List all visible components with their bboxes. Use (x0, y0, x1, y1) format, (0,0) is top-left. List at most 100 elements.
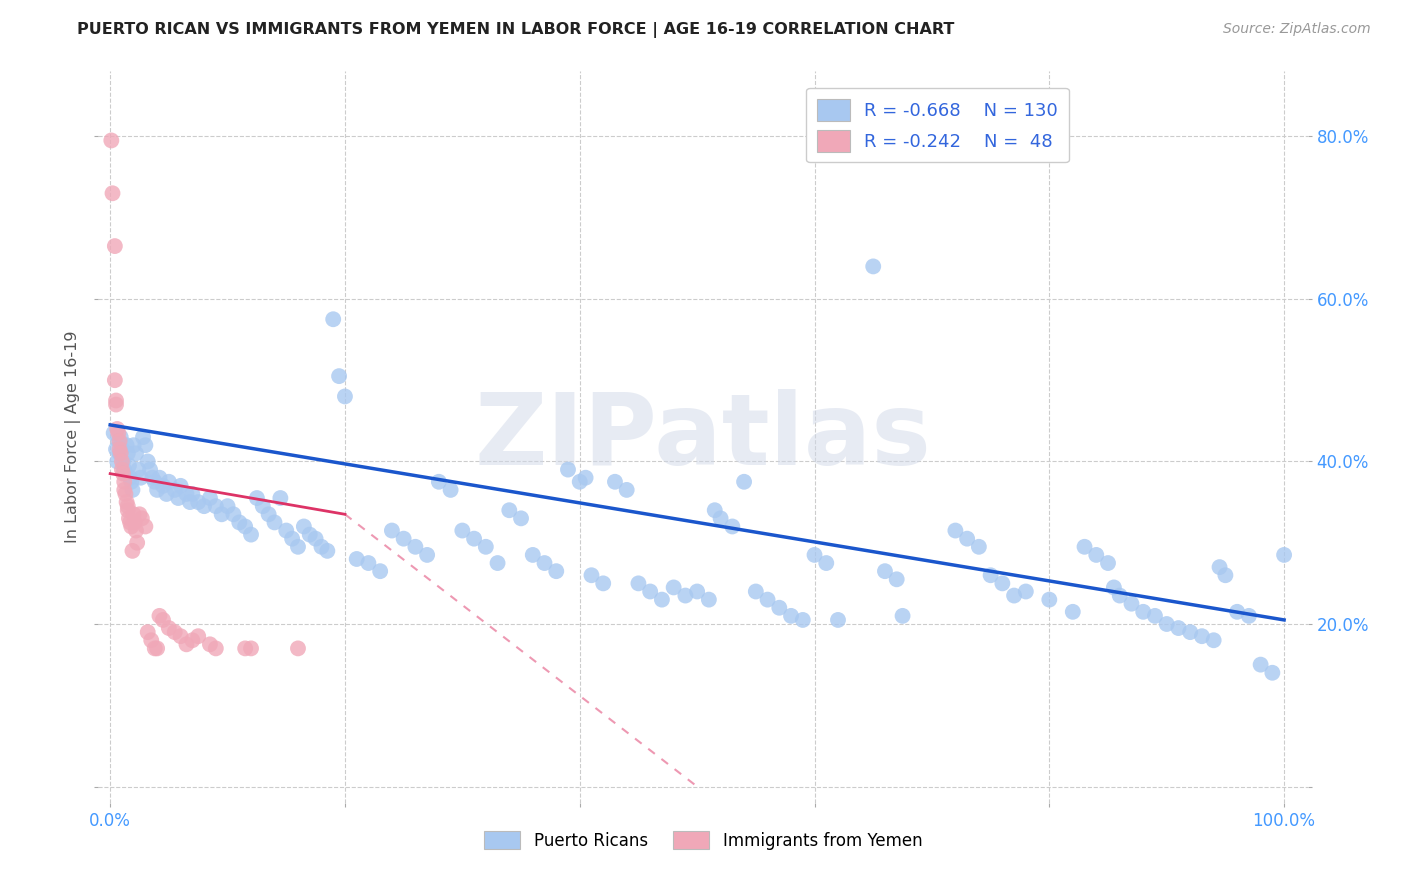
Point (638, 584, 661, 599)
Point (148, 608, 170, 623)
Point (1250, 657, 1272, 672)
Point (157, 621, 180, 635)
Point (143, 475, 166, 489)
Point (112, 454, 135, 468)
Point (522, 548, 544, 562)
Point (222, 508, 245, 522)
Point (120, 475, 142, 489)
Point (152, 613, 174, 627)
Point (204, 641, 226, 656)
Point (217, 499, 239, 513)
Point (533, 556, 555, 570)
Point (111, 462, 134, 476)
Point (686, 584, 709, 599)
Point (1191, 629, 1213, 643)
Point (575, 471, 598, 485)
Point (108, 434, 131, 449)
Point (891, 608, 914, 623)
Point (304, 532, 326, 546)
Point (276, 524, 298, 538)
Legend: Puerto Ricans, Immigrants from Yemen: Puerto Ricans, Immigrants from Yemen (477, 824, 929, 856)
Point (157, 475, 180, 489)
Point (346, 552, 368, 566)
Point (1038, 592, 1060, 607)
Point (141, 471, 163, 485)
Point (510, 511, 533, 525)
Point (129, 471, 152, 485)
Point (110, 430, 132, 444)
Point (111, 442, 134, 457)
Point (281, 532, 304, 546)
Point (815, 556, 838, 570)
Point (105, 422, 128, 436)
Point (143, 641, 166, 656)
Point (616, 483, 638, 497)
Point (1108, 589, 1130, 603)
Point (198, 491, 221, 505)
Point (1208, 560, 1230, 574)
Point (131, 511, 153, 525)
Point (118, 511, 141, 525)
Point (697, 592, 720, 607)
Point (105, 393, 128, 408)
Point (152, 479, 174, 493)
Point (710, 511, 733, 525)
Point (105, 454, 128, 468)
Point (198, 637, 221, 651)
Point (1180, 625, 1202, 640)
Point (1143, 608, 1166, 623)
Point (176, 487, 198, 501)
Point (127, 462, 149, 476)
Point (1237, 608, 1260, 623)
Point (115, 495, 138, 509)
Point (768, 600, 790, 615)
Point (120, 471, 142, 485)
Point (1102, 581, 1125, 595)
Point (187, 495, 209, 509)
Point (120, 516, 142, 530)
Point (1062, 605, 1084, 619)
Point (416, 548, 439, 562)
Point (357, 556, 380, 570)
Point (155, 487, 177, 501)
Point (132, 430, 155, 444)
Point (125, 446, 148, 460)
Point (792, 613, 814, 627)
Point (121, 483, 143, 497)
Point (136, 454, 159, 468)
Point (169, 479, 191, 493)
Point (124, 516, 146, 530)
Point (568, 475, 591, 489)
Point (122, 508, 145, 522)
Point (886, 572, 908, 586)
Point (148, 471, 170, 485)
Point (181, 487, 204, 501)
Point (146, 483, 169, 497)
Point (103, 425, 125, 440)
Point (167, 491, 190, 505)
Point (1272, 548, 1295, 562)
Point (181, 633, 204, 648)
Point (117, 503, 139, 517)
Point (780, 608, 803, 623)
Point (263, 516, 285, 530)
Point (392, 532, 415, 546)
Point (322, 312, 344, 326)
Point (211, 508, 233, 522)
Point (827, 613, 849, 627)
Point (381, 524, 404, 538)
Point (1215, 568, 1237, 582)
Point (1097, 556, 1119, 570)
Point (112, 475, 135, 489)
Point (603, 475, 626, 489)
Point (112, 462, 135, 476)
Point (107, 434, 129, 449)
Point (252, 499, 274, 513)
Point (122, 438, 145, 452)
Point (662, 581, 685, 595)
Point (298, 527, 321, 541)
Point (333, 389, 356, 403)
Point (125, 524, 148, 538)
Point (269, 491, 291, 505)
Point (439, 483, 461, 497)
